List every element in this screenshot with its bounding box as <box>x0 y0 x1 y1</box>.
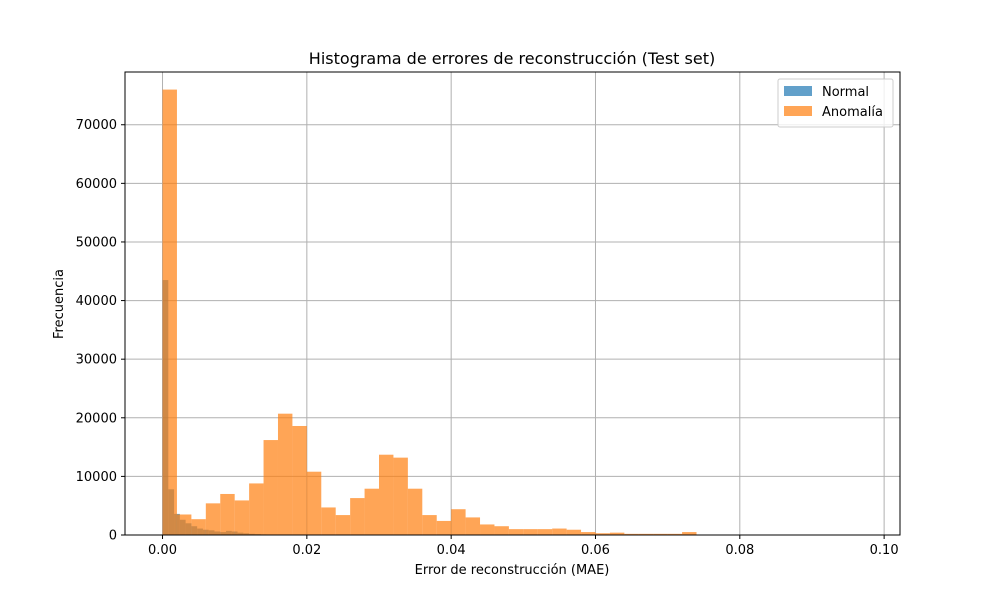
histogram-bar-anomalia <box>191 519 206 535</box>
legend: Normal Anomalía <box>777 78 894 128</box>
y-axis-ticks: 0 10000 20000 30000 40000 50000 60000 70000 <box>76 118 125 544</box>
histogram-bar-anomalia <box>205 503 221 535</box>
x-tick-label: 0.02 <box>292 543 321 558</box>
x-tick-label: 0.00 <box>148 543 177 558</box>
histogram-bar-anomalia <box>508 529 524 535</box>
y-tick-label: 70000 <box>76 118 117 133</box>
y-tick-label: 60000 <box>76 177 117 192</box>
histogram-bar-anomalia <box>292 425 307 535</box>
histogram-bar-anomalia <box>220 493 235 535</box>
histogram-bar-anomalia <box>335 515 351 535</box>
histogram-bar-anomalia <box>595 533 610 535</box>
histogram-bar-anomalia <box>321 507 336 535</box>
x-axis-title: Error de reconstrucción (MAE) <box>415 563 610 578</box>
y-tick-label: 30000 <box>76 353 117 368</box>
chart-title: Histograma de errores de reconstrucción … <box>309 49 715 68</box>
histogram-bar-anomalia <box>364 488 380 535</box>
histogram-bar-anomalia <box>451 509 466 535</box>
y-tick-label: 10000 <box>76 470 117 485</box>
histogram-bar-anomalia <box>523 529 538 535</box>
x-tick-label: 0.10 <box>870 543 899 558</box>
histogram-bar-anomalia <box>638 533 654 535</box>
y-tick-label: 20000 <box>76 411 117 426</box>
histogram-bar-anomalia <box>667 533 683 535</box>
y-tick-label: 40000 <box>76 294 117 309</box>
histogram-bar-anomalia <box>465 517 481 535</box>
grid-lines <box>125 72 900 536</box>
histogram-bar-anomalia <box>480 524 495 535</box>
histogram-bar-anomalia <box>162 89 177 535</box>
y-tick-label: 50000 <box>76 235 117 250</box>
histogram-bar-anomalia <box>306 471 322 535</box>
histogram-bar-anomalia <box>350 498 365 535</box>
histogram-bar-anomalia <box>379 454 394 535</box>
x-tick-label: 0.06 <box>581 543 610 558</box>
histogram-bar-anomalia <box>682 532 697 535</box>
legend-swatch-anomalia <box>784 106 812 116</box>
histogram-bar-anomalia <box>436 520 452 535</box>
legend-swatch-normal <box>784 86 812 96</box>
histogram-bar-anomalia <box>624 533 639 535</box>
plot-area-frame <box>124 71 901 536</box>
histogram-bar-anomalia <box>234 500 250 535</box>
y-tick-label: 0 <box>109 529 117 544</box>
x-tick-label: 0.04 <box>437 543 466 558</box>
legend-label-anomalia: Anomalía <box>822 105 883 120</box>
histogram-bar-anomalia <box>176 514 192 535</box>
histogram-bar-anomalia <box>581 532 596 535</box>
legend-label-normal: Normal <box>822 85 869 100</box>
histogram-bar-anomalia <box>393 457 408 535</box>
histogram-bar-anomalia <box>653 533 668 535</box>
histogram-bar-anomalia <box>263 440 278 535</box>
x-axis-ticks: 0.00 0.02 0.04 0.06 0.08 0.10 <box>148 535 899 558</box>
histogram-bar-anomalia <box>609 532 625 535</box>
histogram-bar-anomalia <box>249 483 264 535</box>
histogram-bar-anomalia <box>537 529 553 535</box>
histogram-bar-anomalia <box>494 526 509 535</box>
histogram-bar-anomalia <box>277 413 293 535</box>
histogram-bar-anomalia <box>552 528 567 535</box>
x-tick-label: 0.08 <box>725 543 754 558</box>
histogram-bar-anomalia <box>422 515 437 535</box>
y-axis-title: Frecuencia <box>52 269 67 339</box>
series-anomalia-bars <box>162 89 697 535</box>
histogram-bar-anomalia <box>566 529 582 535</box>
histogram-bar-anomalia <box>407 488 423 535</box>
